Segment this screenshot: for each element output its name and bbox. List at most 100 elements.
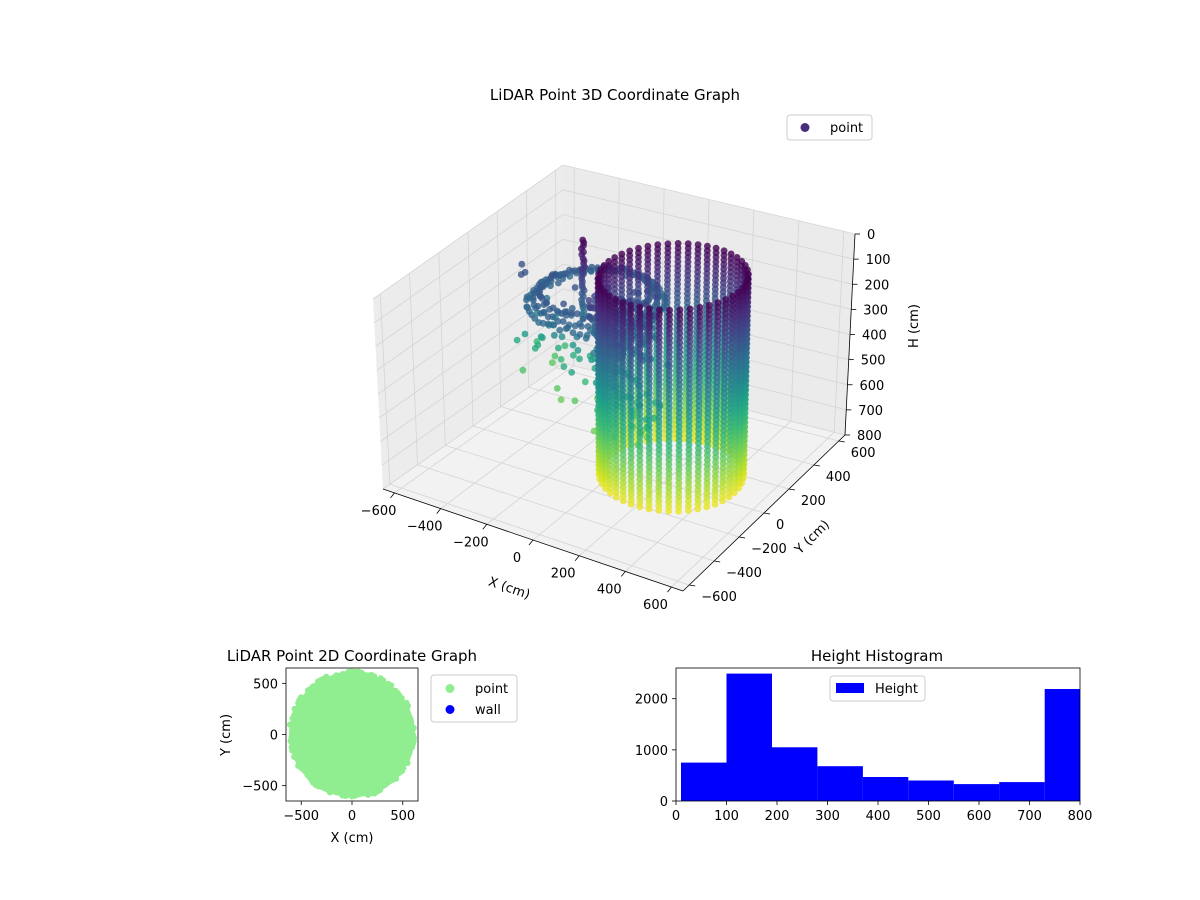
point-3d bbox=[655, 455, 663, 463]
point-3d bbox=[665, 475, 673, 482]
point-3d bbox=[665, 376, 673, 384]
point-3d bbox=[686, 380, 693, 388]
point-3d bbox=[721, 352, 729, 360]
point-3d bbox=[636, 443, 644, 450]
point-3d bbox=[561, 342, 569, 350]
point-3d bbox=[730, 489, 738, 497]
point-3d bbox=[733, 377, 740, 385]
point-3d bbox=[685, 441, 693, 449]
point-3d bbox=[686, 333, 694, 341]
grid-line-z bbox=[379, 288, 849, 419]
x-tick bbox=[436, 508, 442, 514]
plot-2d-points bbox=[286, 668, 417, 800]
point-3d bbox=[676, 386, 683, 393]
z-tick-label: 400 bbox=[862, 329, 887, 344]
point-3d bbox=[646, 305, 653, 313]
point-3d bbox=[712, 444, 720, 452]
y-tick bbox=[813, 464, 820, 467]
point-3d bbox=[705, 344, 713, 351]
point-3d bbox=[696, 336, 703, 344]
x-tick-label: −200 bbox=[453, 535, 489, 550]
point-3d bbox=[675, 493, 683, 501]
point-3d bbox=[665, 456, 673, 464]
point-3d bbox=[714, 322, 721, 330]
point-3d bbox=[686, 343, 694, 350]
point-3d bbox=[695, 379, 703, 386]
plot-3d-points bbox=[513, 236, 752, 515]
point-3d bbox=[728, 334, 736, 342]
grid-line-z bbox=[372, 164, 856, 300]
y-tick-label: 400 bbox=[826, 470, 851, 485]
point-3d bbox=[627, 301, 635, 309]
point-3d bbox=[695, 421, 703, 428]
z-tick-label: 0 bbox=[867, 228, 875, 243]
histogram-x-tick-label: 400 bbox=[866, 809, 891, 824]
histogram-legend-box bbox=[829, 675, 926, 702]
point-3d bbox=[645, 505, 653, 513]
point-3d bbox=[627, 491, 635, 499]
point-3d bbox=[655, 493, 663, 500]
point-3d bbox=[619, 469, 627, 477]
point-3d bbox=[580, 242, 587, 250]
point-3d bbox=[655, 385, 663, 393]
point-3d bbox=[655, 423, 663, 430]
histogram-title: Height Histogram bbox=[811, 647, 943, 665]
point-3d bbox=[726, 451, 734, 459]
y-tick-label: 200 bbox=[801, 494, 826, 509]
point-3d bbox=[722, 305, 729, 313]
x-tick bbox=[528, 539, 534, 546]
point-3d bbox=[696, 346, 703, 353]
point-3d bbox=[619, 349, 627, 357]
point-3d bbox=[676, 339, 684, 346]
histogram-x-tick-label: 600 bbox=[967, 809, 992, 824]
point-3d bbox=[719, 460, 727, 467]
point-3d bbox=[578, 281, 586, 289]
point-3d bbox=[712, 411, 720, 419]
point-3d bbox=[703, 466, 711, 473]
point-3d bbox=[655, 451, 663, 458]
y-tick bbox=[714, 560, 721, 563]
plot-2d-legend-marker-point bbox=[445, 684, 455, 693]
point-3d bbox=[550, 331, 558, 339]
point-3d bbox=[722, 310, 729, 317]
point-3d bbox=[695, 440, 702, 447]
grid-line-z bbox=[377, 263, 851, 395]
point-3d bbox=[665, 423, 673, 431]
plot-3d-xlabel: X (cm) bbox=[486, 575, 532, 603]
point-3d bbox=[711, 496, 719, 503]
point-3d bbox=[555, 344, 562, 352]
histogram-bar bbox=[1044, 689, 1080, 801]
point-3d bbox=[695, 374, 703, 382]
point-3d bbox=[731, 456, 739, 464]
point-3d bbox=[627, 500, 635, 508]
point-3d bbox=[713, 378, 721, 386]
point-3d bbox=[696, 327, 704, 335]
point-3d bbox=[728, 358, 735, 365]
point-3d bbox=[574, 346, 582, 354]
point-3d bbox=[665, 442, 673, 450]
point-3d bbox=[696, 304, 704, 311]
point-3d bbox=[636, 313, 644, 320]
point-3d bbox=[665, 414, 673, 421]
point-3d bbox=[645, 491, 653, 499]
point-3d bbox=[571, 284, 579, 291]
point-3d bbox=[705, 367, 712, 375]
plot-3d: LiDAR Point 3D Coordinate Graph −600 −400… bbox=[361, 86, 922, 613]
y-tick bbox=[689, 584, 696, 587]
point-3d bbox=[726, 465, 733, 473]
point-3d bbox=[726, 432, 734, 440]
histogram-bar bbox=[772, 747, 818, 801]
point-3d bbox=[645, 324, 653, 331]
point-3d bbox=[705, 301, 713, 309]
point-3d bbox=[645, 375, 653, 382]
x-tick-label: 200 bbox=[551, 567, 576, 582]
point-3d bbox=[733, 372, 740, 380]
point-3d bbox=[676, 343, 684, 351]
point-3d bbox=[612, 493, 620, 501]
grid-line-z bbox=[375, 214, 853, 347]
point-3d bbox=[580, 308, 588, 316]
point-3d bbox=[676, 320, 684, 328]
point-3d bbox=[655, 427, 663, 435]
point-3d bbox=[666, 358, 673, 365]
